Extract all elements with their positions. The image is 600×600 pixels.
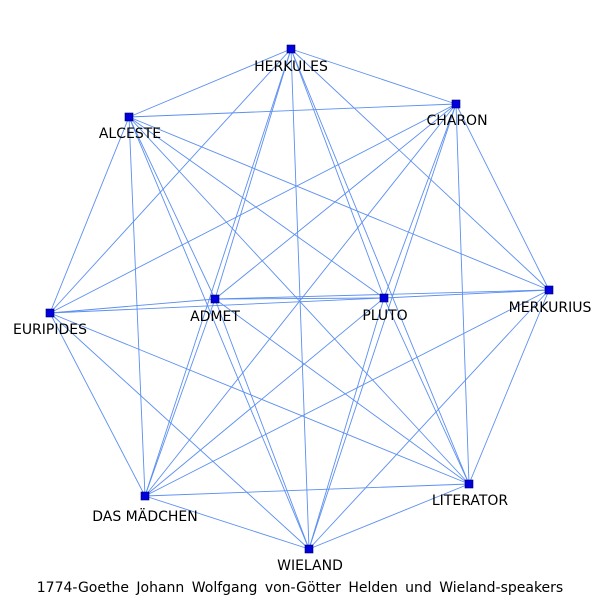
edge-pluto-das-madchen [144, 297, 385, 497]
edge-euripides-literator [49, 312, 470, 485]
edge-das-madchen-wieland [144, 495, 310, 550]
labels-layer: HERKULES CHARON ALCESTE ADMET PLUTO MERKURIUS… [13, 59, 591, 574]
edge-alceste-merkurius [128, 116, 550, 291]
edge-alceste-pluto [128, 116, 385, 299]
edge-herkules-wieland [290, 48, 310, 550]
edge-herkules-admet [214, 48, 292, 300]
edge-charon-alceste [128, 103, 457, 118]
node-pluto [379, 293, 389, 303]
edge-alceste-euripides [49, 116, 130, 314]
node-label-pluto: PLUTO [362, 308, 407, 324]
edge-pluto-wieland [308, 297, 385, 550]
edge-charon-admet [214, 103, 457, 300]
node-label-euripides: EURIPIDES [13, 322, 87, 338]
edge-herkules-charon [290, 48, 457, 105]
node-label-das-madchen: DAS MÄDCHEN [92, 507, 198, 525]
node-literator [464, 479, 474, 489]
edge-merkurius-wieland [308, 289, 550, 550]
edge-admet-wieland [214, 298, 310, 550]
edge-admet-das-madchen [144, 298, 216, 497]
graph-caption: 1774-Goethe Johann Wolfgang von-Götter H… [36, 580, 564, 596]
edge-alceste-literator [128, 116, 470, 485]
node-admet [210, 294, 220, 304]
edge-admet-literator [214, 298, 470, 485]
node-label-alceste: ALCESTE [99, 126, 161, 142]
edge-charon-euripides [49, 103, 457, 314]
edge-alceste-wieland [128, 116, 310, 550]
edge-literator-das-madchen [144, 483, 470, 497]
edge-herkules-euripides [49, 48, 292, 314]
node-label-wieland: WIELAND [277, 558, 343, 574]
edge-charon-wieland [308, 103, 457, 550]
edge-merkurius-literator [468, 289, 550, 485]
edge-charon-pluto [383, 103, 457, 299]
node-label-herkules: HERKULES [254, 59, 328, 75]
node-label-admet: ADMET [190, 309, 240, 325]
node-label-merkurius: MERKURIUS [509, 300, 592, 316]
node-das-madchen [140, 491, 150, 501]
node-label-charon: CHARON [426, 113, 487, 129]
edge-herkules-das-madchen [144, 48, 292, 497]
nodes-layer [45, 44, 554, 554]
edge-admet-pluto [214, 297, 385, 300]
edge-herkules-merkurius [290, 48, 550, 291]
edge-pluto-euripides [49, 297, 385, 314]
edge-euripides-das-madchen [49, 312, 146, 497]
edge-pluto-merkurius [383, 289, 550, 299]
edge-charon-merkurius [455, 103, 550, 291]
edge-admet-euripides [49, 298, 216, 314]
edge-alceste-das-madchen [128, 116, 146, 497]
edge-literator-wieland [308, 483, 470, 550]
node-alceste [124, 112, 134, 122]
edge-herkules-alceste [128, 48, 292, 118]
node-label-literator: LITERATOR [432, 493, 509, 509]
edge-pluto-literator [383, 297, 470, 485]
node-merkurius [544, 285, 554, 295]
edge-alceste-admet [128, 116, 216, 300]
edges-layer [49, 48, 550, 550]
edge-euripides-wieland [49, 312, 310, 550]
edge-charon-das-madchen [144, 103, 457, 497]
node-wieland [304, 544, 314, 554]
edge-merkurius-das-madchen [144, 289, 550, 497]
edge-herkules-literator [290, 48, 470, 485]
node-herkules [286, 44, 296, 54]
edge-herkules-pluto [290, 48, 385, 299]
node-euripides [45, 308, 55, 318]
node-charon [451, 99, 461, 109]
